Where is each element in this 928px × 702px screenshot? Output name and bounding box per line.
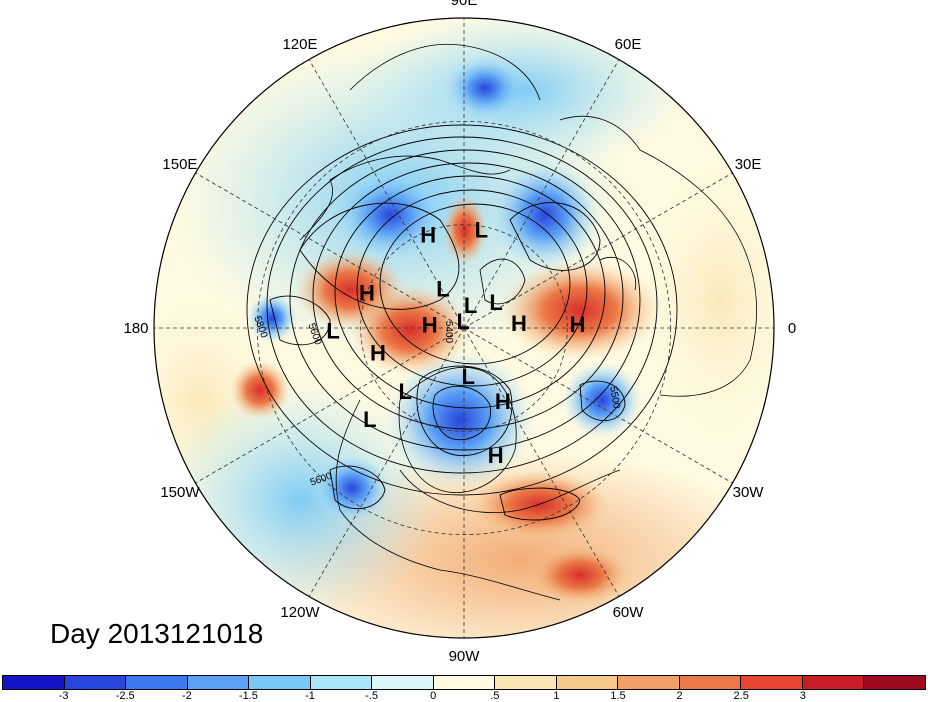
longitude-label: 180	[123, 320, 148, 337]
colorbar-swatch	[126, 676, 188, 689]
meridian-line	[463, 59, 620, 329]
meridian-line	[308, 327, 465, 597]
high-pressure-label: H	[422, 312, 438, 337]
colorbar-tick-label: 1	[553, 690, 560, 702]
colorbar-tick-label: .5	[490, 690, 500, 702]
high-pressure-label: H	[570, 312, 586, 337]
colorbar-swatch	[679, 676, 742, 689]
graticule	[154, 18, 774, 638]
colorbar-tick-label: 2	[676, 690, 683, 702]
parallel-circle	[360, 224, 568, 432]
meridian-line	[308, 59, 465, 329]
meridian-line	[195, 172, 465, 329]
colorbar-swatch	[433, 676, 496, 689]
colorbar-swatch	[618, 676, 680, 689]
meridian-line	[463, 172, 733, 329]
low-pressure-label: L	[475, 218, 488, 243]
colorbar-swatch	[556, 676, 619, 689]
colorbar-tick-label: -1	[305, 690, 315, 702]
low-pressure-label: L	[399, 379, 412, 404]
colorbar-swatch	[249, 676, 311, 689]
colorbar-tick-label: 2.5	[733, 690, 749, 702]
low-pressure-label: L	[326, 318, 339, 343]
low-pressure-label: L	[464, 293, 477, 318]
colorbar-tick-label: -.5	[365, 690, 379, 702]
coastlines	[299, 43, 757, 601]
contour-value-label: 5400	[443, 321, 454, 344]
colorbar-swatch	[495, 676, 557, 689]
colorbar-swatch	[187, 676, 250, 689]
longitude-label: 0	[788, 320, 796, 337]
colorbar-tick-label: 3	[799, 690, 806, 702]
meridian-line	[463, 327, 733, 484]
colorbar-swatch	[864, 676, 925, 689]
low-pressure-label: L	[461, 364, 474, 389]
colorbar-swatch	[372, 676, 434, 689]
longitude-label: 120E	[282, 36, 317, 53]
colorbar-swatch	[3, 676, 65, 689]
anomaly-field	[154, 18, 774, 638]
colorbar-swatch	[310, 676, 373, 689]
high-pressure-label: H	[359, 281, 375, 306]
day-title: Day 2013121018	[50, 618, 264, 649]
low-pressure-label: L	[457, 309, 470, 334]
colorbar-tick-label: 1.5	[610, 690, 626, 702]
colorbar-tick-label: -1.5	[238, 690, 258, 702]
high-pressure-label: H	[488, 443, 504, 468]
high-pressure-label: H	[495, 389, 511, 414]
colorbar-swatch	[741, 676, 803, 689]
high-pressure-label: H	[511, 311, 527, 336]
longitude-label: 150E	[162, 156, 197, 173]
map-overlay: 90E 60E 30E 0 30W 60W 90W 120W 150W 180 150E 120E H…	[123, 0, 796, 665]
longitude-label: 120W	[280, 604, 320, 621]
longitude-label: 60W	[613, 604, 645, 621]
longitude-label: 30W	[733, 484, 765, 501]
longitude-label: 150W	[160, 484, 200, 501]
low-pressure-label: L	[489, 290, 502, 315]
high-pressure-label: H	[420, 223, 436, 248]
height-contours	[246, 124, 678, 521]
colorbar	[2, 675, 926, 690]
longitude-label: 90W	[449, 648, 481, 665]
colorbar-swatch	[802, 676, 865, 689]
longitude-label: 60E	[615, 36, 642, 53]
longitude-label: 30E	[735, 156, 762, 173]
low-pressure-label: L	[363, 407, 376, 432]
longitude-label: 90E	[451, 0, 478, 9]
colorbar-tick-label: -2.5	[115, 690, 135, 702]
low-pressure-label: L	[436, 276, 449, 301]
colorbar-swatch	[64, 676, 127, 689]
colorbar-tick-label: 0	[430, 690, 437, 702]
colorbar-labels: -3 -2.5 -2 -1.5 -1 -.5 0 .5 1 1.5 2 2.5 3	[2, 690, 926, 702]
meridian-line	[195, 327, 465, 484]
contour-value-label: 5500	[607, 386, 622, 410]
parallel-circle	[256, 120, 672, 536]
longitude-labels: 90E 60E 30E 0 30W 60W 90W 120W 150W 180 150E 120E	[123, 0, 796, 665]
colorbar-tick-label: -3	[58, 690, 69, 702]
colorbar-tick-label: -2	[181, 690, 192, 702]
high-pressure-label: H	[370, 341, 386, 366]
meridian-line	[463, 327, 620, 597]
